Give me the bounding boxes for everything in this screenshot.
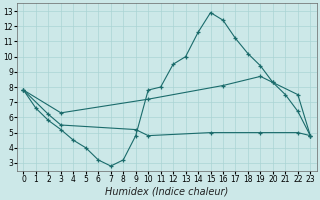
X-axis label: Humidex (Indice chaleur): Humidex (Indice chaleur) <box>105 187 228 197</box>
